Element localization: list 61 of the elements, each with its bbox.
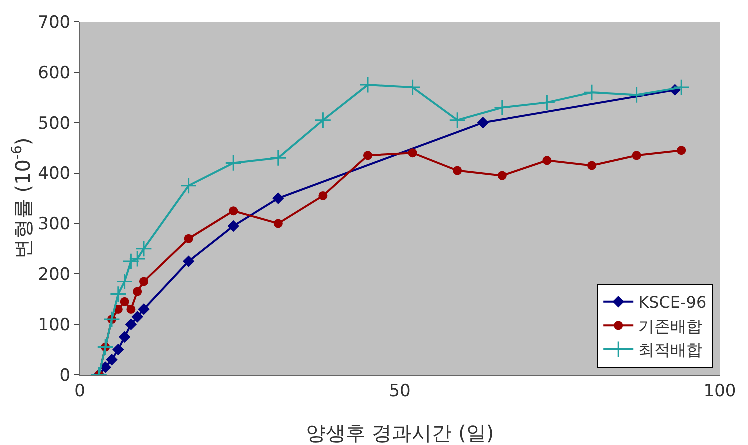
x-tick-label: 100 [704,381,736,402]
point [112,344,124,356]
point [122,253,140,270]
point [97,338,114,356]
point [542,156,552,166]
point [225,154,242,172]
point [628,86,646,104]
point [133,287,142,296]
point [138,304,150,316]
point [120,297,130,306]
point [182,256,195,268]
point [180,177,198,194]
point [270,150,287,167]
point [449,112,466,129]
point [106,354,118,366]
y-tick-label: 500 [38,114,71,134]
y-tick-label: 100 [38,316,71,336]
point [126,304,136,314]
y-tick-label: 700 [38,12,71,33]
point [110,286,127,303]
x-tick-label: 0 [74,381,86,402]
point [184,234,194,244]
point [118,331,131,344]
point [228,220,240,232]
point [632,151,642,160]
legend-label: KSCE-96 [638,293,707,312]
y-tick-label: 300 [38,214,71,235]
point [125,318,138,330]
point [100,362,112,374]
point [364,151,372,160]
point [588,161,596,170]
y-tick-label: 0 [60,366,71,386]
point [229,206,238,216]
point [360,76,376,94]
point [404,79,422,96]
point [477,117,490,129]
point [272,192,284,204]
point [140,277,148,286]
point [318,191,328,200]
y-tick-label: 200 [38,265,71,286]
point [314,112,332,129]
y-tick-label: 400 [38,164,71,184]
point [538,94,556,112]
point [498,171,507,180]
legend-label: 기존배합 [638,316,703,336]
point [104,311,120,328]
x-tick-label: 50 [389,381,411,402]
point [274,219,283,228]
point [453,166,462,176]
legend-label: 최적배합 [638,340,703,360]
y-tick-label: 600 [38,63,71,84]
point [408,148,418,158]
point [494,99,511,116]
point [129,250,146,268]
point [132,311,144,323]
point [116,273,134,290]
point [677,146,686,156]
point [584,84,600,102]
point [136,240,152,258]
x-axis-title: 양생후 경과시간 (일) [306,421,494,445]
point [673,79,690,96]
